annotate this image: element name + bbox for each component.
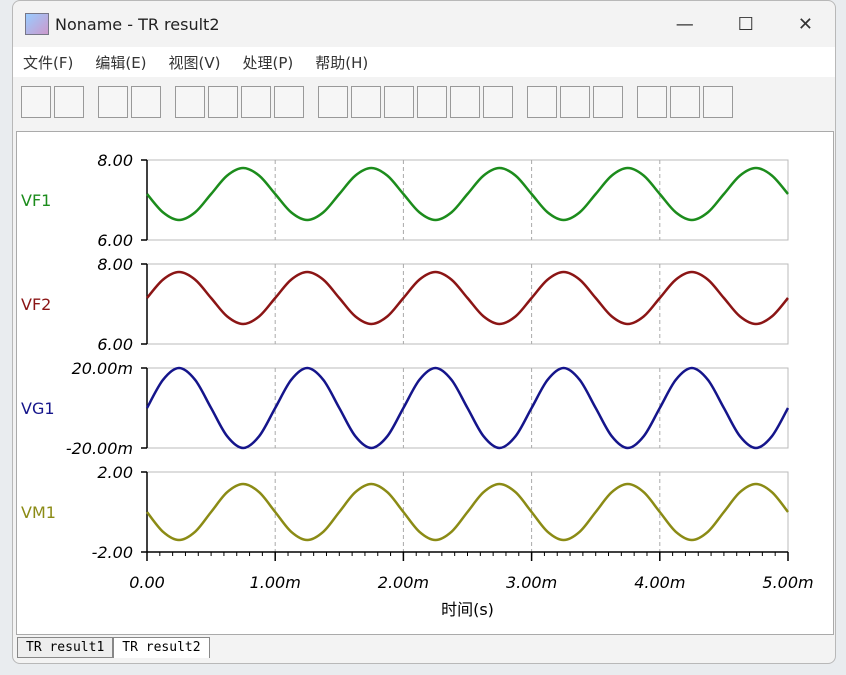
y-tick-label: -20.00m [66,439,133,458]
y-tick-label: -2.00 [92,543,133,562]
plot-area: 6.00 8.00 VF1 6.00 8.00 VF2 -20.00m 20.00m VG1 -2… [16,131,834,635]
series-name: VG1 [21,399,55,418]
tab[interactable]: TR result1 [17,637,114,658]
x-tick-label: 1.00m [250,573,301,592]
title-bar: Noname - TR result2 — ☐ ✕ [13,1,835,47]
maximize[interactable]: ☐ [737,13,754,35]
y-tick-label: 6.00 [97,335,133,354]
series-line [146,270,789,326]
toolbar-button[interactable] [483,86,513,118]
tab[interactable]: TR result2 [113,637,210,658]
window-controls: — ☐ ✕ [676,14,813,35]
y-tick-label: 6.00 [97,231,133,250]
y-tick-label: 20.00m [72,359,133,378]
toolbar-button[interactable] [593,86,623,118]
toolbar-button[interactable] [318,86,348,118]
x-tick-label: 4.00m [634,573,685,592]
series-name: VM1 [21,503,56,522]
series-line [145,366,790,450]
x-tick-label: 3.00m [506,573,557,592]
series-line [146,482,789,542]
toolbar-button[interactable] [131,86,161,118]
toolbar-button[interactable] [54,86,84,118]
x-axis-label: 时间(s) [441,600,494,619]
panel-frame [146,159,789,241]
x-tick-label: 2.00m [378,573,429,592]
y-tick-label: 2.00 [97,463,133,482]
toolbar-button[interactable] [417,86,447,118]
menu-item[interactable]: 视图(V) [168,53,221,72]
toolbar-button[interactable] [527,86,557,118]
series-line [146,166,789,222]
toolbar-button[interactable] [637,86,667,118]
x-tick-label: 5.00m [762,573,813,592]
toolbar [13,77,835,127]
menu-item[interactable]: 帮助(H) [315,53,369,72]
toolbar-button[interactable] [208,86,238,118]
menu-item[interactable]: 编辑(E) [95,53,147,72]
series-name: VF2 [21,295,51,314]
chart: 6.00 8.00 VF1 6.00 8.00 VF2 -20.00m 20.00m VG1 -2… [21,151,814,619]
toolbar-button[interactable] [274,86,304,118]
series-name: VF1 [21,191,51,210]
toolbar-button[interactable] [450,86,480,118]
toolbar-button[interactable] [384,86,414,118]
toolbar-button[interactable] [98,86,128,118]
close[interactable]: ✕ [797,13,813,35]
panel-frame [146,263,789,345]
toolbar-button[interactable] [241,86,271,118]
menu-item[interactable]: 处理(P) [242,53,294,72]
window: Noname - TR result2 — ☐ ✕ 文件(F) 编辑(E) 视图(V) 处… [12,0,836,664]
toolbar-button[interactable] [703,86,733,118]
app-icon [25,13,49,35]
minimize[interactable]: — [675,13,694,35]
toolbar-button[interactable] [21,86,51,118]
y-tick-label: 8.00 [97,255,133,274]
menu-item[interactable]: 文件(F) [23,53,74,72]
tab-bar: TR result1 TR result2 [17,637,210,658]
x-tick-label: 0.00 [129,573,165,592]
toolbar-button[interactable] [351,86,381,118]
y-tick-label: 8.00 [97,151,133,170]
toolbar-button[interactable] [560,86,590,118]
toolbar-button[interactable] [670,86,700,118]
toolbar-button[interactable] [175,86,205,118]
menu-bar: 文件(F) 编辑(E) 视图(V) 处理(P) 帮助(H) [13,47,835,77]
window-title: Noname - TR result2 [55,14,220,34]
